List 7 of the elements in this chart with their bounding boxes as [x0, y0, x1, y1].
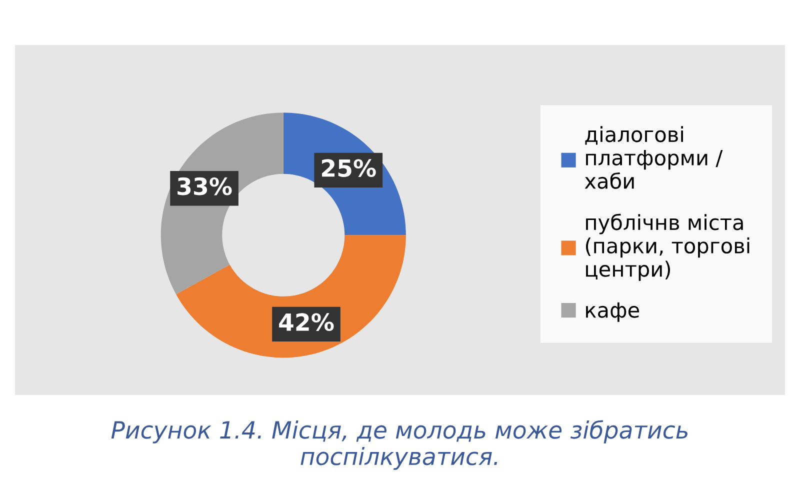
- data-label: 33%: [178, 177, 232, 196]
- legend-label: публічнв міста (парки, торгові центри): [586, 214, 750, 281]
- legend-label: діалогові платформи / хаби: [584, 126, 723, 189]
- data-label: 25%: [322, 159, 376, 178]
- text: Рисунок 1.4. Місця, де молодь може зібратись поспілкуватися.: [111, 420, 688, 470]
- legend-label: кафе: [586, 302, 640, 322]
- data-label: 42%: [279, 313, 334, 332]
